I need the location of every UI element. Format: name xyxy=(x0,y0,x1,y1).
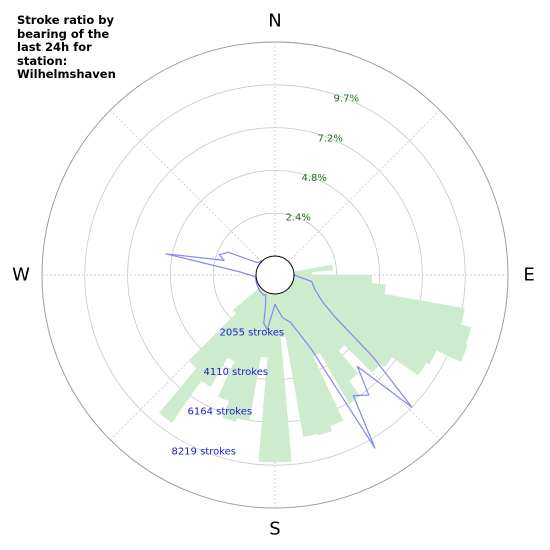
ratio-bar xyxy=(293,264,334,274)
polar-grid xyxy=(41,41,509,509)
center-circle xyxy=(255,255,295,295)
direction-label: W xyxy=(12,265,30,286)
chart-title: Stroke ratio by bearing of the last 24h … xyxy=(17,13,116,81)
direction-label: S xyxy=(269,519,280,540)
stroke-count-line xyxy=(165,251,413,449)
count-tick-label: 8219 strokes xyxy=(171,446,236,457)
axis-labels: N E S W 2.4% 4.8% 7.2% 9.7% 2055 strokes 4110 str… xyxy=(12,11,535,540)
ratio-tick-label: 2.4% xyxy=(285,213,310,224)
direction-label: N xyxy=(268,11,281,32)
ratio-tick-label: 4.8% xyxy=(301,173,326,184)
count-tick-label: 6164 strokes xyxy=(187,407,252,418)
ratio-tick-label: 9.7% xyxy=(334,94,359,105)
grid-spoke xyxy=(288,109,441,262)
grid-spoke xyxy=(109,109,262,262)
direction-label: E xyxy=(523,265,534,286)
count-tick-label: 4110 strokes xyxy=(204,367,269,378)
stroke-count-line-layer xyxy=(165,251,413,449)
ratio-tick-label: 7.2% xyxy=(318,133,343,144)
ratio-bars xyxy=(158,264,472,463)
grid-ring xyxy=(84,84,466,466)
count-tick-label: 2055 strokes xyxy=(220,327,285,338)
